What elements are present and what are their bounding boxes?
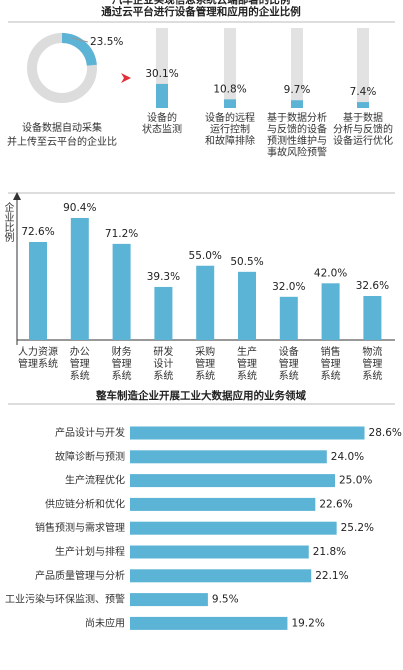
y-tick-label: 故障诊断与预测 bbox=[55, 450, 125, 463]
y-tick-label: 生产流程优化 bbox=[65, 474, 125, 487]
value-label: 19.2% bbox=[291, 617, 324, 629]
chart-title: 汽车企业实现信息系统云端部署的比例 bbox=[112, 0, 291, 6]
bar bbox=[357, 102, 369, 108]
x-tick-label: 设备的状态监测 bbox=[142, 111, 182, 136]
value-label: 30.1% bbox=[145, 68, 178, 80]
x-tick-label: 办公管理系统 bbox=[70, 345, 90, 382]
y-tick-label: 产品质量管理与分析 bbox=[35, 569, 125, 582]
leader bbox=[71, 37, 89, 43]
bar bbox=[130, 593, 208, 607]
bar bbox=[130, 474, 335, 488]
value-label: 22.6% bbox=[319, 498, 352, 510]
x-tick-label: 基于数据分析与反馈的设备预测性维护与事故风险预警 bbox=[267, 111, 327, 159]
value-label: 71.2% bbox=[105, 228, 138, 240]
chart-title: 通过云平台进行设备管理和应用的企业比例 bbox=[101, 5, 301, 18]
bar bbox=[130, 497, 316, 511]
value-label: 55.0% bbox=[189, 250, 222, 262]
x-tick-label: 研发设计系统 bbox=[153, 345, 173, 382]
x-tick-label: 物流管理系统 bbox=[362, 345, 382, 382]
value-label: 90.4% bbox=[63, 202, 96, 214]
value-label: 10.8% bbox=[213, 83, 246, 95]
x-tick-label: 设备的远程运行控制和故障排除 bbox=[205, 111, 255, 147]
y-tick-label: 产品设计与开发 bbox=[55, 426, 125, 439]
bar bbox=[112, 243, 131, 340]
chart-title: 整车制造企业开展工业大数据应用的业务领域 bbox=[95, 389, 306, 402]
axis-arrow bbox=[13, 192, 21, 200]
bar-track bbox=[224, 28, 236, 108]
pie-label: 设备数据自动采集并上传至云平台的企业比 bbox=[7, 121, 117, 148]
bar bbox=[196, 265, 215, 340]
arrow bbox=[121, 73, 131, 83]
value-label: 25.0% bbox=[339, 475, 372, 487]
bar bbox=[321, 283, 340, 340]
bar bbox=[130, 521, 337, 535]
bar bbox=[154, 286, 173, 340]
x-tick-label: 财务管理系统 bbox=[112, 345, 132, 382]
x-tick-label: 采购管理系统 bbox=[195, 345, 215, 382]
x-tick-label: 基于数据分析与反馈的设备运行优化 bbox=[333, 111, 393, 147]
bar bbox=[156, 83, 168, 108]
bar bbox=[130, 616, 288, 630]
x-tick-label: 人力资源管理系统 bbox=[18, 345, 58, 370]
y-tick-label: 生产计划与排程 bbox=[55, 545, 125, 558]
value-label: 25.2% bbox=[341, 522, 374, 534]
bar bbox=[130, 545, 309, 559]
bar-track bbox=[291, 28, 303, 108]
x-tick-label: 销售管理系统 bbox=[321, 345, 341, 382]
y-tick-label: 供应链分析和优化 bbox=[45, 497, 125, 510]
value-label: 23.5% bbox=[90, 36, 123, 48]
value-label: 72.6% bbox=[21, 226, 54, 238]
bar bbox=[363, 295, 382, 340]
bar bbox=[130, 450, 327, 464]
value-label: 24.0% bbox=[331, 451, 364, 463]
bar bbox=[70, 217, 89, 340]
bar-track bbox=[357, 28, 369, 108]
value-label: 39.3% bbox=[147, 271, 180, 283]
value-label: 50.5% bbox=[230, 256, 263, 268]
value-label: 42.0% bbox=[314, 267, 347, 279]
y-axis-label: 企业比例 bbox=[2, 201, 14, 243]
value-label: 28.6% bbox=[369, 427, 402, 439]
bar bbox=[130, 569, 312, 583]
y-tick-label: 尚未应用 bbox=[85, 616, 125, 629]
bar bbox=[238, 271, 256, 340]
bar bbox=[291, 100, 303, 108]
value-label: 32.6% bbox=[356, 280, 389, 292]
x-tick-label: 设备管理系统 bbox=[279, 345, 299, 382]
value-label: 9.5% bbox=[212, 594, 239, 606]
value-label: 7.4% bbox=[350, 86, 377, 98]
value-label: 22.1% bbox=[315, 570, 348, 582]
bar bbox=[130, 426, 365, 440]
y-tick-label: 销售预测与需求管理 bbox=[35, 521, 125, 534]
bar bbox=[279, 296, 298, 340]
donut-slice bbox=[61, 33, 97, 66]
x-tick-label: 生产管理系统 bbox=[237, 345, 257, 382]
value-label: 21.8% bbox=[313, 546, 346, 558]
y-tick-label: 工业污染与环保监测、预警 bbox=[5, 593, 125, 606]
bar bbox=[224, 99, 236, 108]
bar bbox=[29, 241, 47, 340]
value-label: 32.0% bbox=[272, 281, 305, 293]
value-label: 9.7% bbox=[284, 84, 311, 96]
